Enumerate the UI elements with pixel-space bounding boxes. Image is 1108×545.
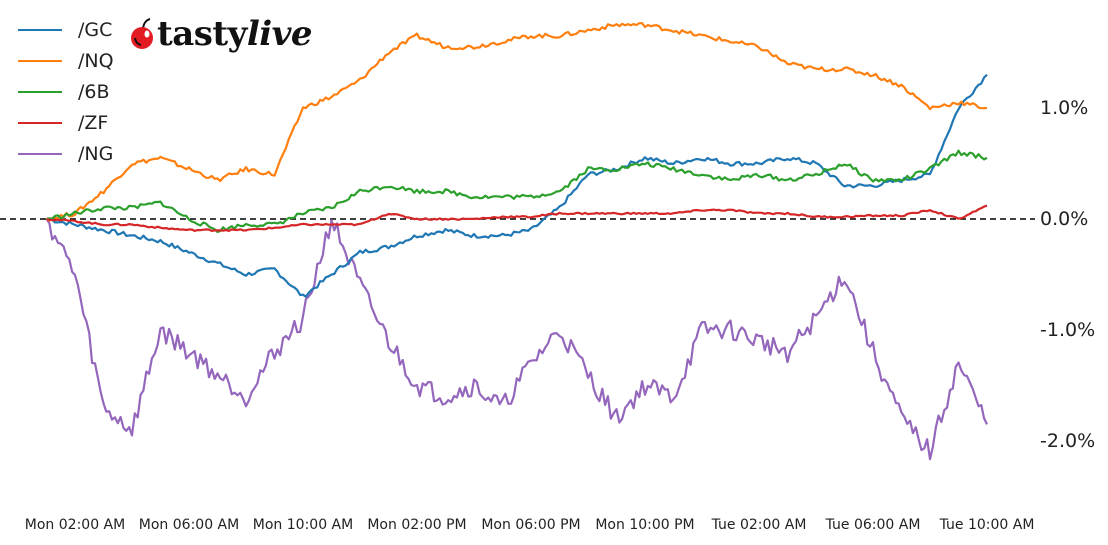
- logo-wordmark-prefix: tasty: [157, 14, 247, 54]
- x-tick-label: Mon 02:00 PM: [367, 517, 467, 533]
- x-tick-label: Mon 02:00 AM: [24, 517, 126, 533]
- y-tick-label: -2.0%: [1040, 430, 1096, 452]
- legend-label: /NQ: [78, 49, 114, 72]
- x-tick-label: Tue 02:00 AM: [711, 517, 807, 533]
- series-line-6b: [46, 149, 988, 233]
- legend-swatch-ng: [18, 152, 62, 155]
- legend-label: /ZF: [78, 111, 109, 134]
- legend-label: /GC: [78, 18, 113, 41]
- legend-label: /6B: [78, 80, 110, 103]
- x-tick-label: Tue 06:00 AM: [825, 517, 921, 533]
- legend-swatch-gc: [18, 28, 62, 31]
- y-tick-label: 1.0%: [1040, 97, 1089, 119]
- legend-item-zf: /ZF: [18, 107, 114, 138]
- logo-wordmark: tastylive: [157, 14, 313, 54]
- legend-item-ng: /NG: [18, 138, 114, 169]
- logo-wordmark-suffix: live: [246, 14, 313, 54]
- y-tick-label: -1.0%: [1040, 319, 1096, 341]
- legend-label: /NG: [78, 142, 114, 165]
- series-line-gc: [46, 73, 988, 298]
- cherry-icon: [131, 18, 153, 49]
- legend: /GC /NQ /6B /ZF /NG: [18, 14, 114, 169]
- x-tick-label: Tue 10:00 AM: [939, 517, 1035, 533]
- legend-swatch-6b: [18, 90, 62, 93]
- legend-item-gc: /GC: [18, 14, 114, 45]
- y-tick-label: 0.0%: [1040, 208, 1089, 230]
- legend-item-6b: /6B: [18, 76, 114, 107]
- x-tick-label: Mon 10:00 AM: [252, 517, 354, 533]
- series-line-ng: [45, 218, 988, 461]
- x-tick-label: Mon 06:00 PM: [481, 517, 581, 533]
- legend-swatch-nq: [18, 59, 62, 62]
- tastylive-logo: tastylive: [127, 14, 313, 54]
- x-tick-label: Mon 10:00 PM: [595, 517, 695, 533]
- x-tick-label: Mon 06:00 AM: [138, 517, 240, 533]
- legend-item-nq: /NQ: [18, 45, 114, 76]
- series-lines: [45, 22, 988, 461]
- series-line-zf: [46, 204, 988, 232]
- legend-swatch-zf: [18, 121, 62, 124]
- series-line-nq: [45, 22, 988, 222]
